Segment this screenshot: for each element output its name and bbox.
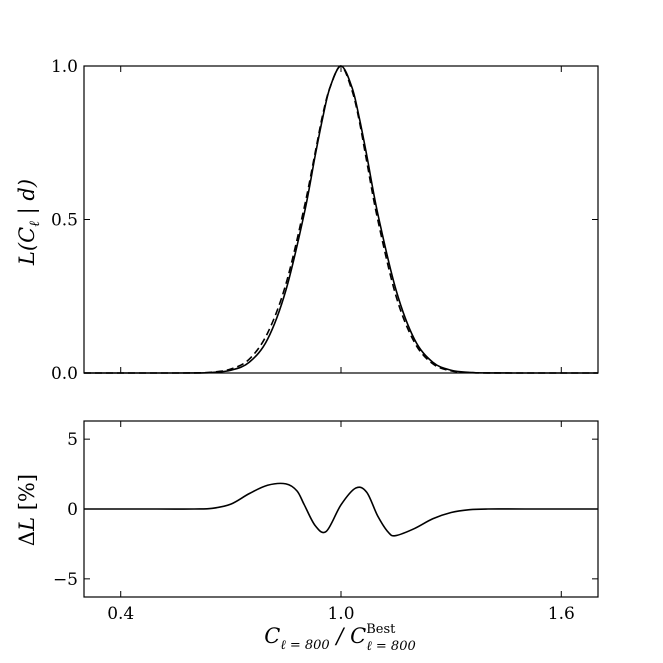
bottom-series-solid [83, 482, 598, 537]
bottom-ticks: 0.4 1.0 1.6 −5 0 5 [53, 421, 598, 624]
xtick-label: 1.0 [327, 604, 354, 624]
bottom-series [83, 482, 598, 537]
top-ytick-label: 0.0 [51, 364, 78, 384]
top-panel: 0.0 0.5 1.0 L(Cℓ | d) [15, 57, 599, 384]
xtick-label: 0.4 [107, 604, 134, 624]
top-series-solid [84, 65, 598, 374]
top-plot-frame [83, 65, 599, 374]
top-series-dashed [84, 65, 598, 374]
top-ytick-label: 0.5 [51, 211, 78, 231]
top-series [84, 65, 598, 374]
xlabel: Cℓ = 800 / CBest ℓ = 800 [264, 622, 416, 654]
bottom-ytick-label: −5 [53, 570, 78, 590]
bottom-ytick-label: 0 [67, 500, 78, 520]
bottom-panel: 0.4 1.0 1.6 −5 0 5 ΔL [%] Cℓ = 800 / CBest ℓ =… [15, 420, 599, 654]
top-ticks: 0.0 0.5 1.0 [51, 57, 598, 384]
top-ylabel: L(Cℓ | d) [15, 179, 43, 266]
xtick-label: 1.6 [548, 604, 575, 624]
bottom-ylabel: ΔL [%] [15, 474, 39, 546]
bottom-ytick-label: 5 [67, 430, 78, 450]
top-ytick-label: 1.0 [51, 57, 78, 77]
